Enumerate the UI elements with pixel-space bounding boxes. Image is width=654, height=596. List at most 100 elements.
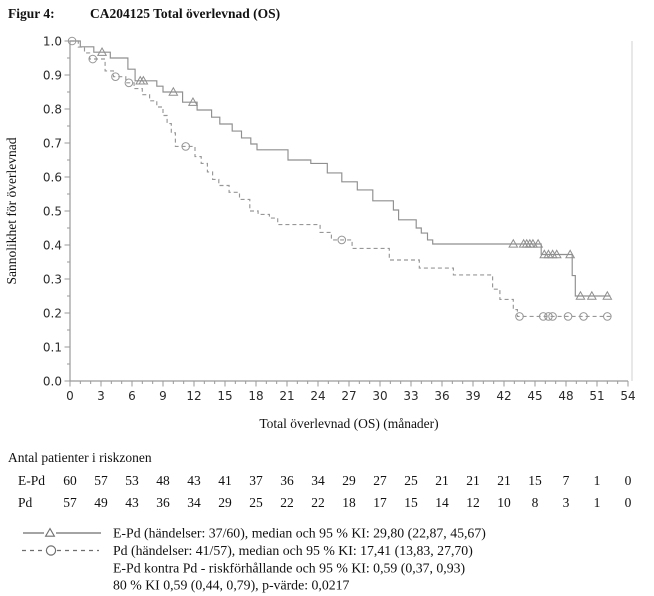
legend: E-Pd (händelser: 37/60), median och 95 %… <box>22 526 486 594</box>
y-tick-label: 0.7 <box>43 136 62 150</box>
risk-count: 43 <box>125 495 139 510</box>
risk-count: 34 <box>187 495 201 510</box>
censor-circle-icon <box>548 312 557 321</box>
x-tick-label: 21 <box>279 389 294 403</box>
x-axis-title: Total överlevnad (OS) (månader) <box>259 416 438 431</box>
censor-markers <box>67 36 613 321</box>
censor-triangle-icon <box>551 249 562 259</box>
risk-count: 43 <box>187 473 201 488</box>
legend-sample-pd <box>22 545 99 556</box>
censor-triangle-icon <box>96 47 108 56</box>
risk-count: 10 <box>497 495 511 510</box>
risk-count: 27 <box>373 473 387 488</box>
censor-triangle-icon <box>533 238 544 248</box>
plot-axes <box>64 40 633 387</box>
risk-count: 36 <box>156 495 170 510</box>
x-tick-label: 39 <box>465 389 480 403</box>
x-tick-label: 51 <box>589 389 604 403</box>
risk-count: 41 <box>218 473 232 488</box>
km-curves <box>70 40 611 317</box>
risk-count: 53 <box>125 473 139 488</box>
risk-table-title: Antal patienter i riskzonen <box>8 450 152 465</box>
x-tick-label: 48 <box>558 389 573 403</box>
risk-count: 60 <box>63 473 77 488</box>
risk-count: 34 <box>311 473 325 488</box>
x-tick-label: 18 <box>248 389 263 403</box>
y-tick-label: 0.2 <box>43 306 62 320</box>
censor-triangle-icon <box>138 75 149 85</box>
censor-triangle-icon <box>602 290 613 300</box>
legend-line-epd: E-Pd (händelser: 37/60), median och 95 %… <box>113 526 486 542</box>
risk-count: 0 <box>625 495 632 510</box>
tick-labels: 0 3 6 9 12 15 18 21 24 27 30 33 36 39 42 45 48 51 540.00.1… <box>43 34 636 403</box>
censor-triangle-icon <box>168 86 179 96</box>
x-tick-label: 27 <box>341 389 356 403</box>
censor-circle-icon <box>124 78 134 88</box>
risk-row-label-pd: Pd <box>18 495 33 510</box>
risk-count: 15 <box>404 495 418 510</box>
y-tick-label: 0.0 <box>43 374 62 388</box>
risk-count: 7 <box>563 473 570 488</box>
risk-table-values: 60 57 53 48 43 41 37 36 34 29 27 25 21 21 21 15 7 1 057 49 4… <box>63 473 631 510</box>
x-tick-label: 36 <box>434 389 449 403</box>
risk-count: 29 <box>218 495 232 510</box>
risk-count: 48 <box>156 473 170 488</box>
risk-count: 21 <box>466 473 480 488</box>
risk-count: 14 <box>435 495 449 510</box>
y-axis-title: Sannolikhet för överlevnad <box>4 137 19 284</box>
censor-triangle-icon <box>527 238 538 248</box>
censor-circle-icon <box>111 72 120 81</box>
censor-circle-icon <box>579 312 588 321</box>
x-tick-label: 24 <box>310 389 325 403</box>
risk-count: 18 <box>342 495 356 510</box>
censor-circle-icon <box>515 312 524 321</box>
censor-circle-icon <box>538 312 548 321</box>
y-tick-label: 0.8 <box>43 102 62 116</box>
censor-triangle-icon <box>586 290 597 300</box>
legend-line-pd: Pd (händelser: 41/57), median och 95 % K… <box>113 543 473 559</box>
risk-count: 8 <box>532 495 539 510</box>
censor-circle-icon <box>67 36 77 46</box>
x-tick-label: 54 <box>620 389 635 403</box>
risk-count: 15 <box>528 473 542 488</box>
censor-triangle-icon <box>508 238 519 248</box>
risk-count: 22 <box>280 495 294 510</box>
y-tick-label: 0.5 <box>43 204 62 218</box>
x-tick-label: 6 <box>128 389 136 403</box>
censor-circle-icon <box>603 312 612 321</box>
circle-marker-icon <box>45 545 57 556</box>
legend-sample-epd <box>23 527 101 537</box>
legend-line-hazard-ratio: E-Pd kontra Pd - riskförhållande och 95 … <box>113 561 465 577</box>
risk-count: 25 <box>249 495 263 510</box>
risk-count: 49 <box>94 495 108 510</box>
censor-triangle-icon <box>575 290 586 300</box>
risk-count: 57 <box>63 495 77 510</box>
risk-row-label-epd: E-Pd <box>18 473 45 488</box>
x-tick-label: 15 <box>217 389 232 403</box>
risk-count: 3 <box>563 495 570 510</box>
risk-count: 21 <box>435 473 449 488</box>
risk-count: 1 <box>594 473 601 488</box>
triangle-marker-icon <box>44 527 56 537</box>
y-tick-label: 0.4 <box>43 238 62 252</box>
risk-count: 29 <box>342 473 356 488</box>
y-tick-label: 0.1 <box>43 340 62 354</box>
censor-circle-icon <box>337 235 347 245</box>
censor-triangle-icon <box>565 249 576 259</box>
x-tick-label: 12 <box>186 389 201 403</box>
figure-title: CA204125 Total överlevnad (OS) <box>90 6 280 21</box>
risk-count: 17 <box>373 495 387 510</box>
censor-circle-icon <box>544 312 553 321</box>
x-tick-label: 9 <box>159 389 167 403</box>
x-tick-label: 0 <box>66 389 74 403</box>
x-tick-label: 30 <box>372 389 387 403</box>
x-tick-label: 42 <box>496 389 511 403</box>
x-tick-label: 33 <box>403 389 418 403</box>
censor-circle-icon <box>88 54 98 64</box>
x-tick-label: 3 <box>97 389 105 403</box>
risk-count: 25 <box>404 473 418 488</box>
legend-line-pvalue: 80 % KI 0,59 (0,44, 0,79), p-värde: 0,02… <box>113 578 350 594</box>
risk-count: 21 <box>497 473 511 488</box>
